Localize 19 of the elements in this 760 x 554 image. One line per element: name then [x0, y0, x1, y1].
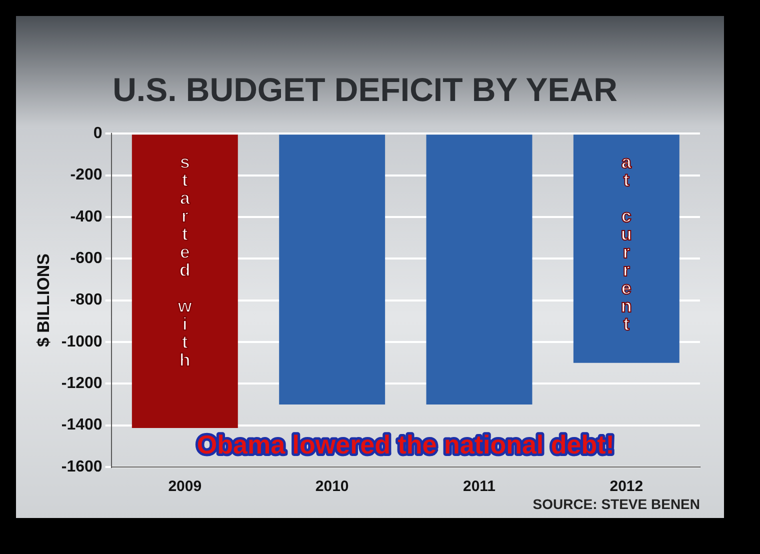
- y-tick-label: -600: [70, 250, 102, 268]
- y-tick-label: -1200: [61, 375, 102, 392]
- y-tick-label: -200: [70, 166, 102, 184]
- y-tick-label: -1600: [61, 458, 102, 476]
- annotation: at current: [616, 152, 636, 332]
- x-tick-label: 2009: [168, 478, 202, 496]
- annotation: Obama lowered the national debt!: [196, 429, 614, 460]
- x-tick-label: 2011: [462, 478, 496, 496]
- y-tick-label: -800: [70, 292, 102, 309]
- x-tick-label: 2012: [610, 478, 644, 496]
- x-tick-label: 2010: [315, 478, 349, 496]
- y-tick-label: 0: [93, 125, 102, 142]
- source-note: SOURCE: STEVE BENEN: [532, 496, 700, 512]
- y-axis-title: $ BILLIONS: [34, 254, 53, 348]
- y-tick-label: -400: [70, 208, 102, 226]
- y-tick-label: -1400: [61, 416, 102, 434]
- chart-title: U.S. BUDGET DEFICIT BY YEAR: [112, 70, 618, 108]
- annotation: started with: [174, 152, 195, 368]
- y-tick-label: -1000: [61, 333, 102, 350]
